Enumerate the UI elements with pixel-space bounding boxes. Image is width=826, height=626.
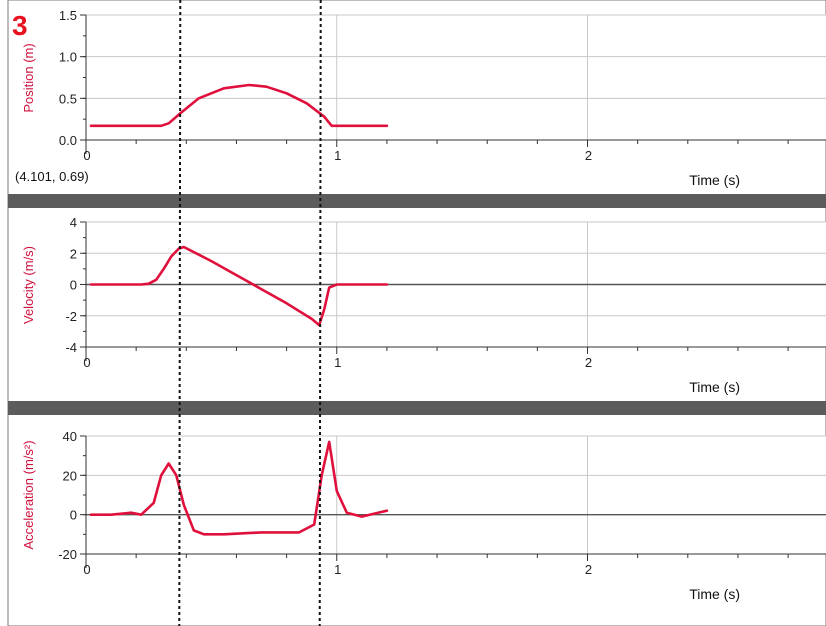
panel-1-data-point	[331, 125, 333, 127]
panel-3-x-tick-label: 2	[585, 562, 592, 577]
panel-3-data-point	[168, 462, 170, 465]
panel-2-y-tick-label: -2	[65, 309, 77, 324]
cursor-line-2[interactable]	[318, 0, 322, 626]
panel-3-data-point	[90, 514, 92, 516]
panel-1-y-tick-label: 0.5	[59, 91, 77, 106]
panel-3-data-point	[193, 529, 195, 532]
panel-3-data-point	[328, 441, 330, 443]
panel-2-data-point	[336, 283, 338, 286]
panel-1-data-point	[265, 86, 268, 88]
panel-3-data-point	[346, 512, 348, 514]
panel-1-divider[interactable]	[8, 194, 826, 208]
panel-3-y-tick-label: 20	[63, 468, 77, 483]
panel-2-data-point	[148, 283, 150, 285]
panel-1-x-tick-label: 0	[83, 148, 90, 163]
panel-1-data-point	[90, 125, 92, 127]
panel-2-y-tick-label: 0	[70, 278, 77, 293]
panel-1-y-axis-label: Position (m)	[21, 43, 36, 112]
panel-2-x-tick-label: 2	[585, 355, 592, 370]
panel-2-y-tick-label: -4	[65, 340, 77, 355]
panel-3-data-point	[386, 510, 388, 512]
panel-3-data-point	[313, 523, 315, 526]
panel-3-data-point	[336, 490, 338, 492]
panel-1-data-point	[223, 87, 225, 89]
panel-3-data-point	[160, 474, 162, 476]
panel-2-data-point	[170, 255, 172, 257]
panel-1-data-point	[180, 111, 182, 114]
panel-3-data-point	[298, 531, 300, 533]
panel-3-data-point	[361, 516, 363, 518]
panel-2-divider[interactable]	[8, 401, 826, 415]
panel-3-data-point	[183, 504, 185, 506]
panel-1-y-tick-label: 1.0	[59, 50, 77, 65]
panel-2-data-point	[260, 288, 263, 290]
panel-3-data-point	[321, 474, 323, 476]
panel-1-x-tick-label: 2	[585, 148, 592, 163]
panel-3-y-tick-label: 40	[63, 429, 77, 444]
panel-3-data-point	[260, 531, 263, 533]
panel-2-data-point	[140, 283, 142, 286]
panel-2-data-point	[183, 246, 185, 248]
panel-2-data-point	[155, 279, 157, 281]
panel-3-data-point	[223, 533, 225, 535]
panel-1-data-point	[168, 122, 170, 124]
panel-3-y-tick-label: -20	[58, 547, 77, 562]
panel-3-data-point	[153, 502, 155, 504]
panel-1-data-point	[306, 102, 308, 104]
panel-1-plot-area	[86, 15, 826, 140]
panel-2-data-point	[235, 274, 238, 276]
panel-3-data-point	[130, 512, 132, 514]
panel-3-x-tick-label: 0	[83, 562, 90, 577]
panel-3-x-axis-label: Time (s)	[689, 586, 740, 602]
panel-2-y-tick-label: 2	[70, 246, 77, 261]
panel-1-data-point	[386, 125, 388, 127]
panel-1-data-point	[198, 97, 200, 99]
panel-1-data-point	[248, 84, 250, 86]
window-frame	[7, 0, 826, 626]
panel-2-data-point	[328, 287, 330, 289]
cursor-line-1[interactable]	[178, 0, 182, 626]
panel-1-y-tick-label: 1.5	[59, 8, 77, 23]
panel-2-x-axis-label: Time (s)	[689, 379, 740, 395]
cursor-readout: (4.101, 0.69)	[15, 169, 89, 184]
panel-3-data-point	[203, 533, 205, 535]
panel-3-data-point	[110, 514, 112, 516]
panel-2-data-point	[323, 308, 325, 311]
panel-3-y-tick-label: 0	[70, 508, 77, 523]
panel-2-series-line	[89, 245, 389, 327]
panel-2-data-point	[163, 268, 165, 270]
panel-3-x-tick-label: 1	[334, 562, 341, 577]
panel-1-data-point	[160, 125, 162, 127]
panel-2-data-point	[286, 302, 288, 304]
panel-2-y-axis-label: Velocity (m/s)	[21, 246, 36, 324]
panel-2-data-point	[90, 283, 92, 286]
panel-2-x-tick-label: 0	[83, 355, 90, 370]
panel-2-x-tick-label: 1	[334, 355, 341, 370]
panel-3-data-point	[175, 474, 177, 476]
panel-1-y-tick-label: 0.0	[59, 133, 77, 148]
panel-2-y-tick-label: 4	[70, 215, 77, 230]
panel-2-data-point	[210, 260, 212, 262]
panel-3-data-point	[140, 514, 142, 516]
panel-3-y-axis-label: Acceleration (m/s²)	[21, 440, 36, 549]
panel-3-plot-area	[86, 436, 826, 554]
panel-2-data-point	[311, 318, 313, 320]
panel-number: 3	[12, 10, 28, 41]
panel-1-data-point	[286, 92, 288, 94]
panel-1-x-axis-label: Time (s)	[689, 172, 740, 188]
panel-1-data-point	[323, 116, 325, 118]
panel-1-x-tick-label: 1	[334, 148, 341, 163]
panel-2-data-point	[386, 283, 388, 286]
